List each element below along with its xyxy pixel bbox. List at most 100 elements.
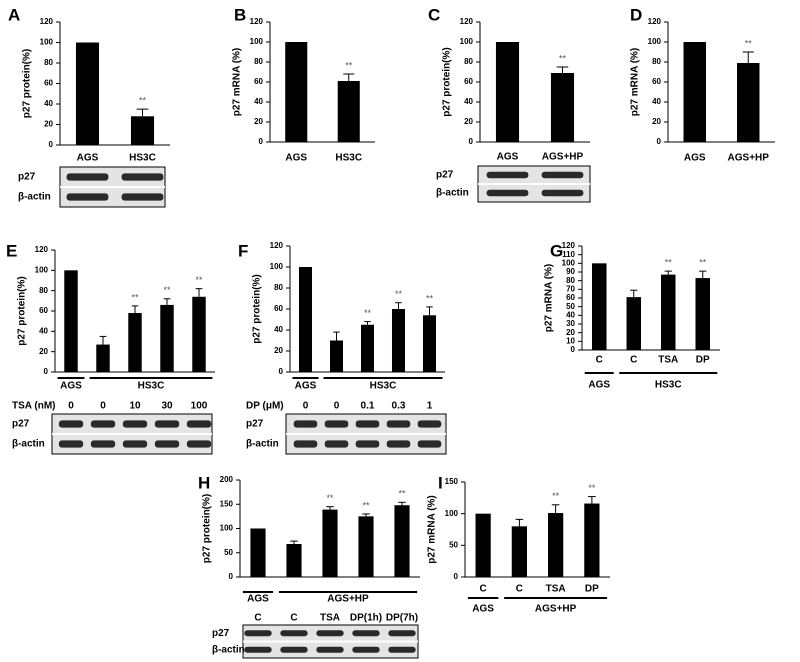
blot-band — [417, 420, 442, 428]
y-tick-label: 0 — [657, 137, 662, 146]
x-tick-label: AGS — [285, 153, 307, 164]
panel-letter: F — [238, 241, 248, 260]
y-tick-label: 100 — [648, 37, 662, 46]
blot-band — [293, 420, 318, 428]
x-tick-label: TSA — [658, 355, 678, 366]
y-tick-label: 60 — [254, 77, 263, 86]
treatment-label: DP (μM) — [246, 401, 284, 412]
significance: ** — [559, 53, 567, 63]
group-label: AGS — [60, 381, 82, 392]
y-tick-label: 80 — [44, 58, 53, 67]
blot-row-label: p27 — [18, 172, 36, 183]
blot-band — [58, 420, 84, 428]
x-tick-label: C — [254, 613, 261, 624]
y-tick-label: 150 — [220, 499, 234, 508]
y-tick-label: 30 — [566, 319, 575, 328]
blot-row-label: p27 — [12, 419, 30, 430]
x-tick-label: C — [630, 355, 637, 366]
x-tick-label: 10 — [129, 401, 141, 412]
panel-letter: G — [550, 241, 563, 260]
y-axis-label: p27 mRNA (%) — [544, 264, 555, 333]
y-tick-label: 80 — [274, 283, 283, 292]
bar — [192, 296, 206, 372]
y-tick-label: 20 — [464, 117, 473, 126]
y-tick-label: 0 — [44, 367, 49, 376]
x-tick-label: 0.3 — [392, 401, 406, 412]
blot-band — [324, 440, 349, 448]
blot-band — [154, 440, 180, 448]
significance: ** — [163, 285, 171, 295]
x-tick-label: TSA — [320, 613, 340, 624]
y-tick-label: 60 — [464, 77, 473, 86]
significance: ** — [195, 275, 203, 285]
bar — [495, 42, 520, 142]
group-label: AGS+HP — [535, 604, 577, 615]
bar — [337, 81, 360, 142]
y-axis-label: p27 protein(%) — [17, 276, 28, 345]
y-tick-label: 20 — [652, 117, 661, 126]
y-tick-label: 100 — [270, 262, 284, 271]
significance: ** — [362, 500, 370, 510]
blot-band — [541, 189, 584, 197]
blot-band — [122, 420, 148, 428]
group-label: AGS — [247, 594, 269, 605]
y-tick-label: 40 — [254, 97, 263, 106]
y-tick-label: 70 — [566, 284, 575, 293]
y-tick-label: 0 — [49, 140, 54, 149]
x-tick-label: HS3C — [335, 153, 362, 164]
significance: ** — [395, 289, 403, 299]
x-tick-label: AGS — [684, 153, 706, 164]
panel-letter: E — [6, 241, 17, 260]
y-tick-label: 80 — [254, 57, 263, 66]
y-tick-label: 80 — [39, 286, 48, 295]
x-tick-label: DP — [585, 584, 599, 595]
y-tick-label: 80 — [464, 57, 473, 66]
y-tick-label: 120 — [270, 241, 284, 250]
x-tick-label: C — [596, 355, 603, 366]
x-tick-label: AGS+HP — [728, 153, 770, 164]
blot-band — [486, 171, 529, 179]
y-tick-label: 90 — [566, 267, 575, 276]
blot-row-label: β-actin — [246, 439, 279, 450]
y-tick-label: 120 — [35, 245, 49, 254]
blot-band — [486, 189, 529, 197]
bar — [75, 42, 100, 145]
x-tick-label: 0 — [100, 401, 106, 412]
bar — [550, 73, 575, 142]
y-tick-label: 50 — [449, 540, 458, 549]
panel-letter: D — [630, 5, 642, 24]
significance: ** — [426, 293, 434, 303]
blot-band — [293, 440, 318, 448]
bar — [475, 513, 491, 577]
significance: ** — [745, 38, 753, 48]
significance: ** — [398, 489, 406, 499]
y-tick-label: 20 — [44, 120, 53, 129]
bar — [358, 516, 374, 577]
blot-row-label: β-actin — [212, 644, 245, 655]
blot-row-label: β-actin — [436, 188, 469, 199]
bar — [683, 42, 706, 142]
y-tick-label: 100 — [445, 509, 459, 518]
y-tick-label: 0 — [571, 345, 576, 354]
y-tick-label: 20 — [39, 347, 48, 356]
x-tick-label: 100 — [191, 401, 208, 412]
blot-band — [388, 646, 416, 653]
significance: ** — [665, 258, 673, 268]
x-tick-label: HS3C — [129, 153, 156, 164]
significance: ** — [131, 292, 139, 302]
y-axis-label: p27 protein(%) — [252, 274, 263, 343]
y-axis-label: p27 protein(%) — [442, 47, 453, 116]
y-tick-label: 20 — [274, 346, 283, 355]
y-tick-label: 20 — [566, 328, 575, 337]
y-tick-label: 100 — [35, 265, 49, 274]
y-axis-label: p27 mRNA (%) — [427, 495, 438, 564]
significance: ** — [364, 308, 372, 318]
panel-letter: C — [428, 5, 440, 24]
y-tick-label: 120 — [562, 241, 576, 250]
x-tick-label: DP — [696, 355, 710, 366]
blot-band — [244, 630, 272, 637]
x-tick-label: TSA — [546, 584, 566, 595]
significance: ** — [588, 483, 596, 493]
blot-band — [352, 646, 380, 653]
